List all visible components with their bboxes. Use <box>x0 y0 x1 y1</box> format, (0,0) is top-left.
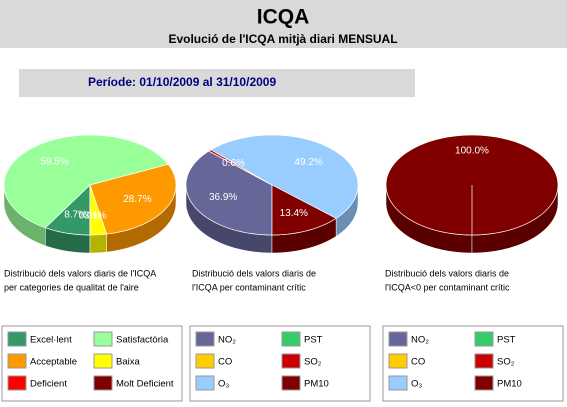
caption: per categories de qualitat de l'aire <box>4 282 139 292</box>
legend-swatch <box>281 353 301 369</box>
legend-label: Satisfactòria <box>116 335 169 346</box>
legend-label: O₃ <box>218 379 229 390</box>
legend-label: SO₂ <box>304 357 322 368</box>
value-label: 8.7% <box>64 209 87 220</box>
value-label: 0.6% <box>222 158 245 169</box>
legend-label: Excel·lent <box>30 335 72 346</box>
legend-label: PST <box>304 335 323 346</box>
value-label: 36.9% <box>209 192 237 203</box>
legend-swatch <box>474 375 494 391</box>
period: Període: 01/10/2009 al 31/10/2009 <box>88 75 276 89</box>
legend-box <box>382 325 564 402</box>
caption: l'ICQA per contaminant crític <box>192 282 306 292</box>
legend-swatch <box>474 331 494 347</box>
legend-label: Molt Deficient <box>116 379 174 390</box>
pie-slice <box>3 134 169 229</box>
value-label: 28.7% <box>123 194 151 205</box>
legend-label: Acceptable <box>30 357 77 368</box>
legend-swatch <box>388 375 408 391</box>
period-box <box>19 69 415 97</box>
legend-swatch <box>388 353 408 369</box>
caption: Distribució dels valors diaris de <box>385 268 509 278</box>
legend-swatch <box>195 331 215 347</box>
value-label: 3.1% <box>84 210 107 221</box>
legend-swatch <box>195 353 215 369</box>
value-label: 100.0% <box>455 146 489 157</box>
legend-label: NO₂ <box>411 335 429 346</box>
legend-label: CO <box>218 357 232 368</box>
pie-slice-side <box>89 233 107 254</box>
legend-label: PM10 <box>497 379 522 390</box>
legend-label: O₃ <box>411 379 422 390</box>
legend-label: PST <box>497 335 516 346</box>
value-label: 49.2% <box>294 157 322 168</box>
legend-label: CO <box>411 357 425 368</box>
legend-swatch <box>195 375 215 391</box>
legend-swatch <box>7 375 27 391</box>
pie-slice <box>385 134 559 236</box>
value-label: 59.5% <box>40 156 68 167</box>
pie-slice <box>210 134 359 219</box>
legend-swatch <box>7 353 27 369</box>
legend-label: PM10 <box>304 379 329 390</box>
caption: Distribució dels valors diaris de <box>192 268 316 278</box>
legend-swatch <box>388 331 408 347</box>
pie-slice <box>89 163 177 235</box>
legend-swatch <box>281 375 301 391</box>
legend-swatch <box>93 375 113 391</box>
caption: Distribució dels valors diaris de l'ICQA <box>4 268 156 278</box>
caption: l'ICQA<0 per contaminant crític <box>385 282 510 292</box>
legend-label: NO₂ <box>218 335 236 346</box>
legend-swatch <box>7 331 27 347</box>
legend-label: SO₂ <box>497 357 515 368</box>
legend-box <box>1 325 183 402</box>
legend-swatch <box>474 353 494 369</box>
subtitle: Evolució de l'ICQA mitjà diari MENSUAL <box>168 32 397 46</box>
title: ICQA <box>257 6 310 29</box>
legend-swatch <box>93 353 113 369</box>
legend-label: Deficient <box>30 379 67 390</box>
legend-swatch <box>93 331 113 347</box>
value-label: 13.4% <box>280 208 308 219</box>
legend-swatch <box>281 331 301 347</box>
header-band <box>0 0 567 48</box>
pie-slice <box>44 184 91 236</box>
pie-slice <box>89 184 108 236</box>
legend-box <box>189 325 371 402</box>
value-label: 0.0% <box>79 211 102 222</box>
pie-slice <box>185 150 273 236</box>
pie-slice <box>271 184 337 236</box>
legend-label: Baixa <box>116 357 140 368</box>
